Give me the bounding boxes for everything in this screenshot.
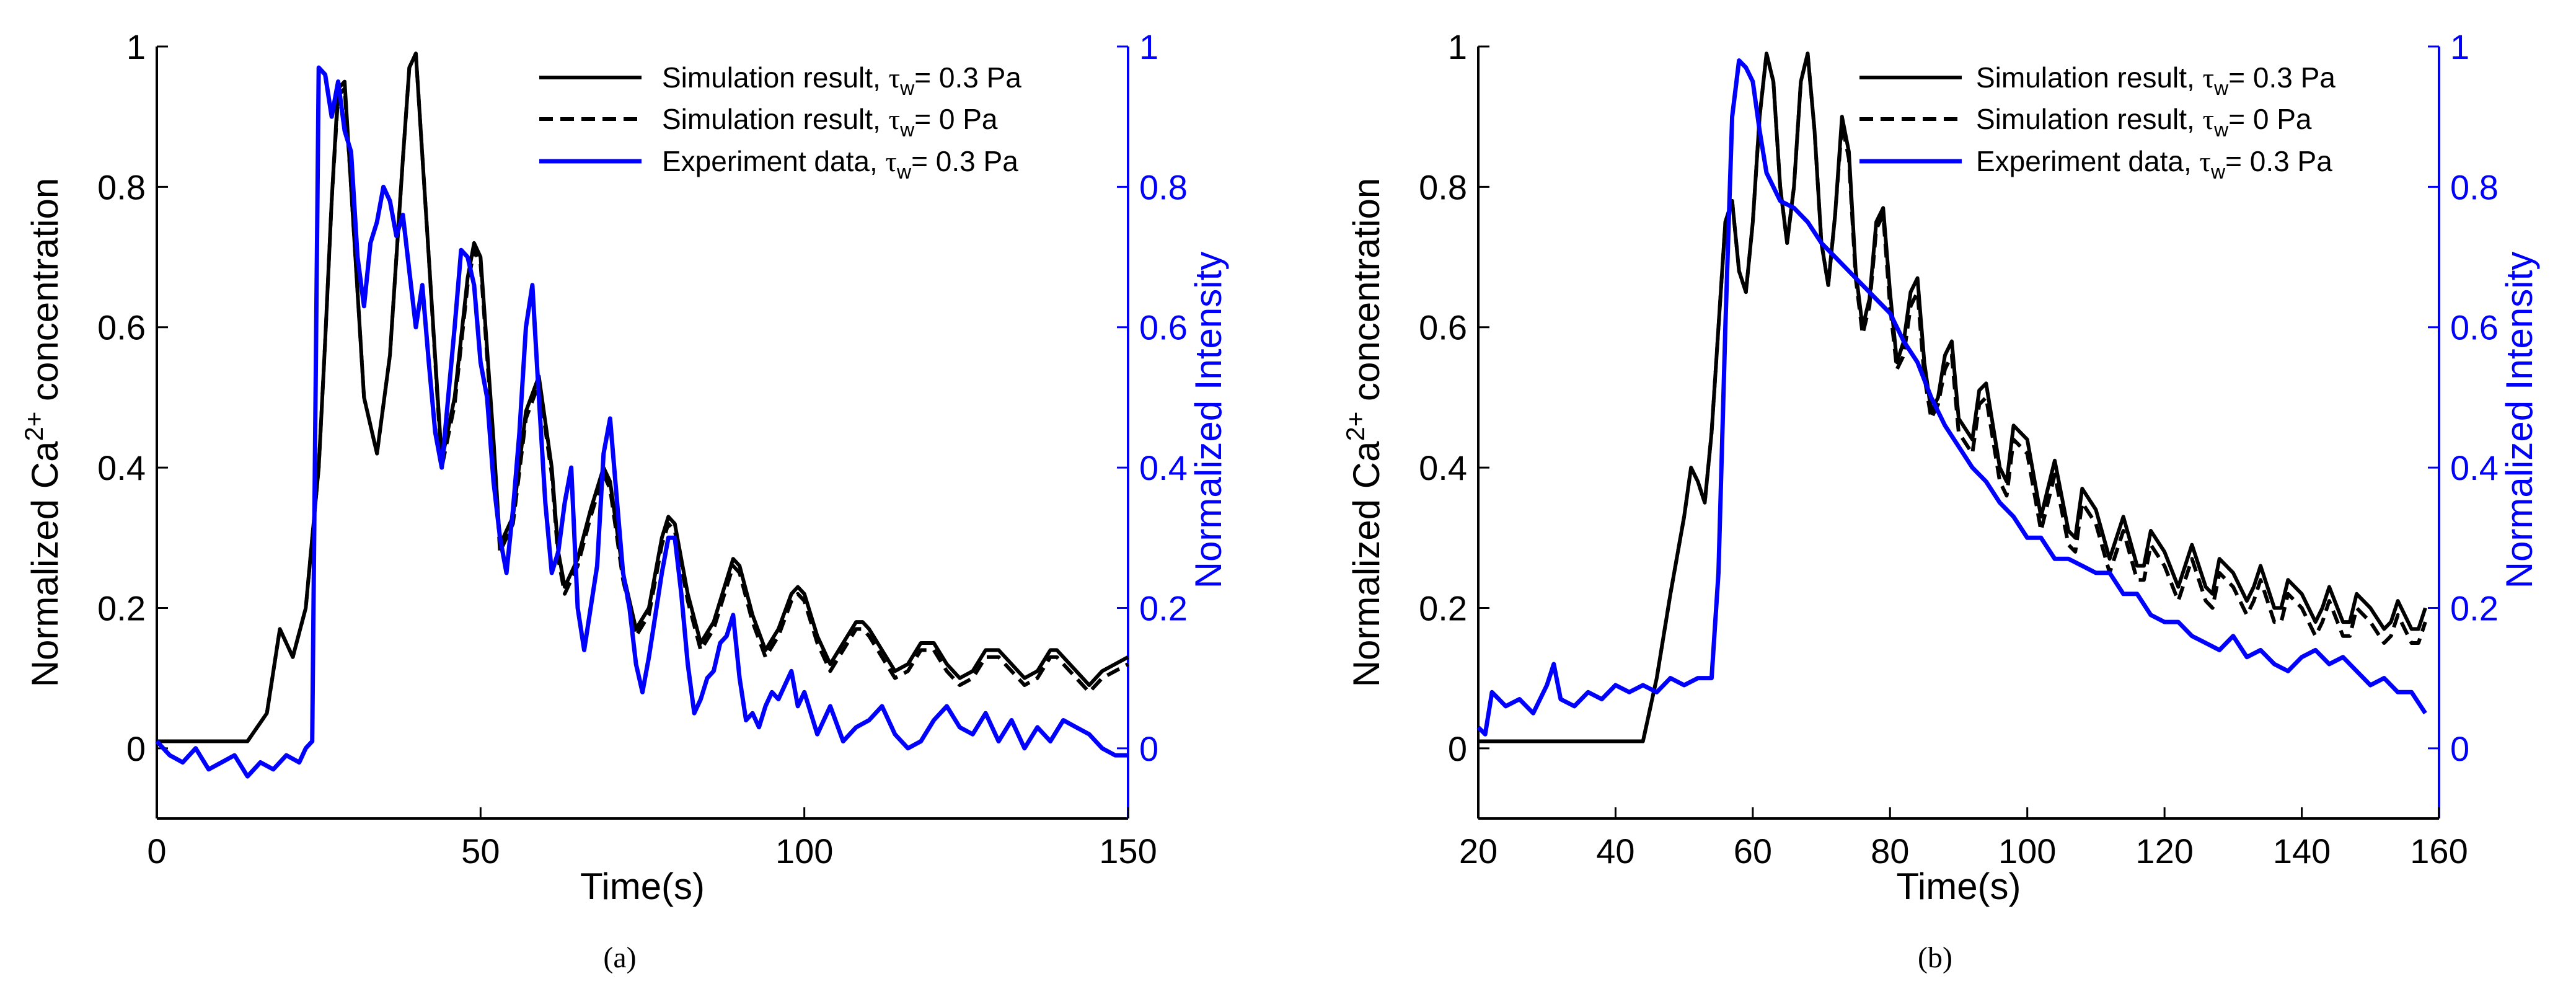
legend-suffix: = 0 Pa: [914, 103, 998, 135]
y-tick-label: 0.6: [1419, 308, 1467, 347]
y-axis-label-main: Normalized Ca: [24, 441, 66, 687]
legend-entry: Simulation result, τw= 0.3 Pa: [662, 61, 1021, 99]
legend-suffix: = 0 Pa: [2228, 103, 2312, 135]
x-axis-label: Time(s): [1896, 866, 2021, 907]
legend-sub: w: [2213, 77, 2229, 99]
x-tick-label: 100: [775, 832, 833, 871]
x-tick-label: 100: [1998, 832, 2056, 871]
y-tick-label: 1: [126, 27, 146, 66]
legend-tau: τ: [886, 146, 898, 177]
x-tick-label: 150: [1099, 832, 1157, 871]
legend-tau: τ: [889, 62, 901, 94]
right-y-tick-label: 1: [1139, 27, 1158, 66]
x-tick-label: 120: [2135, 832, 2193, 871]
legend-entry: Experiment data, τw= 0.3 Pa: [1976, 145, 2332, 183]
x-tick-label: 0: [147, 832, 166, 871]
sim-tau0-series-line: [157, 51, 1129, 743]
y-tick-label: 0.4: [97, 448, 146, 487]
legend-prefix: Experiment data,: [662, 145, 886, 177]
chart-panel-a: 0 50 100 150 0 0.2 0.4 0.6 0.8 1 0 0.2 0.4 0.6 0.8 1 Tim…: [19, 27, 1229, 974]
legend-tau: τ: [2203, 104, 2215, 135]
y-axis-label-main: Normalized Ca: [1346, 441, 1387, 687]
legend-entry: Simulation result, τw= 0 Pa: [662, 103, 998, 141]
legend-prefix: Experiment data,: [1976, 145, 2200, 177]
right-y-tick-label: 1: [2450, 27, 2469, 66]
legend: Simulation result, τw= 0.3 PaSimulation …: [539, 61, 1021, 183]
panel-caption: (b): [1918, 941, 1952, 974]
right-y-tick-label: 0.8: [1139, 167, 1188, 206]
y-axis-label-rest: concentration: [24, 178, 66, 412]
legend-tau: τ: [889, 104, 901, 135]
right-y-tick-label: 0.4: [1139, 448, 1188, 487]
legend-suffix: = 0.3 Pa: [911, 145, 1018, 177]
legend-sub: w: [2210, 161, 2226, 183]
y-tick-label: 0.4: [1419, 448, 1467, 487]
x-tick-label: 60: [1734, 832, 1772, 871]
right-y-tick-label: 0.6: [1139, 308, 1188, 347]
experiment-series-line: [1476, 58, 2427, 737]
y-tick-label: 0.2: [1419, 588, 1467, 628]
x-tick-label: 20: [1459, 832, 1498, 871]
x-tick-label: 160: [2410, 832, 2468, 871]
legend-tau: τ: [2200, 146, 2212, 177]
y-axis-label-rest: concentration: [1346, 178, 1387, 412]
legend-tau: τ: [2203, 62, 2215, 94]
right-y-tick-label: 0: [1139, 729, 1158, 768]
experiment-series-line: [155, 65, 1128, 779]
x-tick-label: 80: [1871, 832, 1909, 871]
x-tick-label: 50: [461, 832, 500, 871]
sim-tau03-series-line: [1478, 51, 2427, 743]
y-axis-label-sup: 2+: [19, 412, 48, 441]
right-y-tick-label: 0.2: [1139, 588, 1188, 628]
y-tick-label: 0.8: [1419, 167, 1467, 206]
legend-prefix: Simulation result,: [1976, 61, 2203, 94]
right-y-tick-label: 0.2: [2450, 588, 2499, 628]
legend-entry: Simulation result, τw= 0.3 Pa: [1976, 61, 2336, 99]
legend-sub: w: [2213, 118, 2229, 141]
legend-entry: Experiment data, τw= 0.3 Pa: [662, 145, 1018, 183]
legend-suffix: = 0.3 Pa: [914, 61, 1021, 94]
x-axis-label: Time(s): [580, 866, 705, 907]
legend-suffix: = 0.3 Pa: [2228, 61, 2336, 94]
legend-sub: w: [896, 161, 912, 183]
right-y-tick-label: 0.4: [2450, 448, 2499, 487]
y-axis-label: Normalized Ca2+ concentration: [1341, 178, 1387, 688]
right-y-axis-label: Normalized Intensity: [1188, 252, 1229, 589]
right-y-axis-label: Normalized Intensity: [2499, 252, 2540, 589]
chart-panel-b: 20 40 60 80 100 120 140 160 0 0.2 0.4 0.6 0.8 1 0 0.2 0.…: [1341, 27, 2540, 974]
right-y-tick-label: 0.8: [2450, 167, 2499, 206]
legend: Simulation result, τw= 0.3 PaSimulation …: [1859, 61, 2336, 183]
panel-caption: (a): [603, 941, 636, 974]
legend-prefix: Simulation result,: [662, 103, 889, 135]
y-tick-label: 0.8: [97, 167, 146, 206]
sim-tau0-series-line: [1478, 51, 2427, 743]
legend-sub: w: [899, 77, 915, 99]
y-tick-label: 0.2: [97, 588, 146, 628]
legend-suffix: = 0.3 Pa: [2225, 145, 2332, 177]
right-y-tick-label: 0: [2450, 729, 2469, 768]
y-tick-label: 0: [126, 729, 146, 768]
y-axis-label: Normalized Ca2+ concentration: [19, 178, 66, 688]
y-tick-label: 0: [1448, 729, 1467, 768]
x-tick-label: 40: [1596, 832, 1634, 871]
y-tick-label: 1: [1448, 27, 1467, 66]
x-tick-label: 140: [2273, 832, 2331, 871]
legend-entry: Simulation result, τw= 0 Pa: [1976, 103, 2312, 141]
right-y-tick-label: 0.6: [2450, 308, 2499, 347]
legend-prefix: Simulation result,: [1976, 103, 2203, 135]
y-tick-label: 0.6: [97, 308, 146, 347]
legend-prefix: Simulation result,: [662, 61, 889, 94]
y-axis-label-sup: 2+: [1341, 412, 1370, 441]
legend-sub: w: [899, 118, 915, 141]
